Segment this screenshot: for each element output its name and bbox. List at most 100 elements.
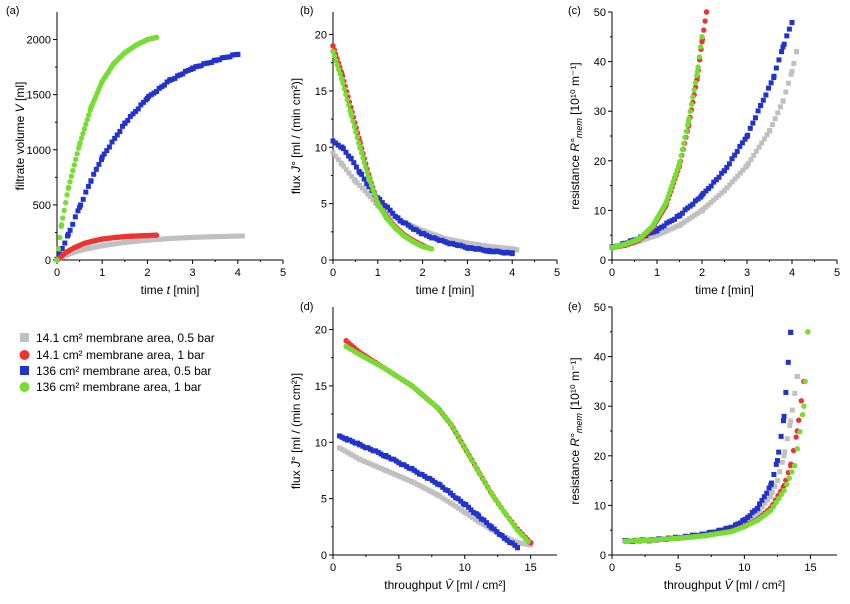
data-point	[753, 148, 759, 154]
data-point	[386, 454, 392, 460]
data-point	[791, 60, 797, 66]
data-point	[719, 190, 725, 196]
data-point	[175, 235, 181, 241]
data-point	[337, 71, 343, 77]
data-point	[478, 246, 484, 252]
data-point	[151, 237, 157, 243]
data-point	[681, 219, 687, 225]
data-point	[776, 57, 782, 63]
data-point	[62, 240, 68, 246]
data-point	[393, 225, 399, 232]
data-point	[673, 224, 679, 230]
data-point	[409, 479, 415, 485]
data-point	[234, 233, 240, 239]
y-tick-label: 40	[594, 57, 606, 69]
data-point	[666, 219, 672, 225]
data-point	[762, 500, 768, 506]
panel-letter: (b)	[300, 5, 313, 17]
data-point	[231, 233, 237, 239]
data-point	[487, 249, 493, 255]
data-point	[456, 505, 462, 511]
data-point	[495, 244, 501, 250]
data-point	[713, 195, 719, 201]
data-point	[416, 229, 422, 235]
data-point	[777, 104, 783, 110]
data-point	[450, 492, 456, 498]
data-point	[428, 231, 434, 237]
legend-marker-s2	[19, 350, 30, 360]
data-point	[106, 144, 112, 150]
x-axis-label: time t [min]	[695, 283, 754, 297]
y-tick-label: 40	[594, 352, 606, 364]
y-tick-label: 20	[315, 325, 327, 337]
data-point	[442, 236, 448, 242]
data-point	[799, 412, 806, 418]
data-point	[649, 223, 656, 229]
data-point	[496, 531, 502, 537]
data-point	[144, 232, 151, 239]
legend-marker-s3	[20, 366, 29, 375]
data-point	[450, 502, 456, 508]
y-tick-label: 15	[315, 86, 327, 98]
data-point	[703, 204, 709, 210]
data-point	[783, 89, 789, 95]
data-point	[349, 173, 355, 179]
data-point	[774, 458, 780, 464]
panel-letter: (c)	[568, 5, 581, 17]
data-point	[161, 236, 167, 242]
data-point	[67, 179, 73, 185]
data-point	[335, 157, 341, 163]
data-point	[99, 236, 105, 242]
data-point	[479, 242, 485, 248]
data-point	[65, 231, 71, 237]
data-point	[336, 66, 342, 73]
data-point	[427, 476, 433, 482]
data-point	[685, 205, 691, 211]
data-point	[429, 235, 435, 241]
data-point	[112, 135, 118, 141]
data-point	[83, 121, 89, 127]
data-point	[362, 445, 368, 451]
data-point	[445, 488, 451, 494]
data-point	[375, 449, 381, 455]
data-point	[420, 228, 426, 234]
data-point	[494, 529, 500, 535]
data-point	[110, 61, 117, 67]
data-point	[491, 494, 497, 500]
data-point	[699, 192, 705, 198]
data-point	[389, 470, 395, 476]
data-point	[690, 94, 696, 100]
data-point	[341, 86, 348, 92]
panel-e: (e) 0 5 10 15 0 10 20 30 40 50 throughput V̄ [ml / …	[568, 301, 837, 592]
data-point	[644, 236, 650, 242]
data-point	[182, 68, 188, 74]
x-tick-label: 2	[144, 267, 150, 279]
data-point	[750, 120, 756, 126]
data-point	[72, 214, 78, 220]
data-point	[665, 227, 671, 233]
data-point	[609, 244, 615, 251]
data-point	[759, 140, 765, 146]
data-point	[801, 403, 807, 409]
x-tick-label: 5	[280, 267, 286, 279]
data-point	[354, 134, 360, 141]
data-point	[732, 152, 738, 158]
data-point	[660, 230, 666, 236]
data-point	[447, 237, 453, 243]
data-point	[483, 248, 489, 254]
data-point	[226, 233, 232, 239]
data-point	[468, 507, 474, 513]
data-point	[691, 87, 697, 93]
x-tick-label: 1	[654, 267, 660, 279]
data-point	[514, 545, 520, 551]
data-point	[73, 156, 79, 163]
data-point	[469, 514, 475, 520]
data-point	[359, 185, 365, 191]
data-point	[496, 501, 502, 508]
data-point	[794, 373, 800, 379]
panel-letter: (e)	[568, 301, 581, 313]
data-point	[239, 233, 245, 239]
data-point	[448, 422, 455, 429]
data-point	[434, 233, 440, 239]
data-point	[501, 509, 507, 515]
